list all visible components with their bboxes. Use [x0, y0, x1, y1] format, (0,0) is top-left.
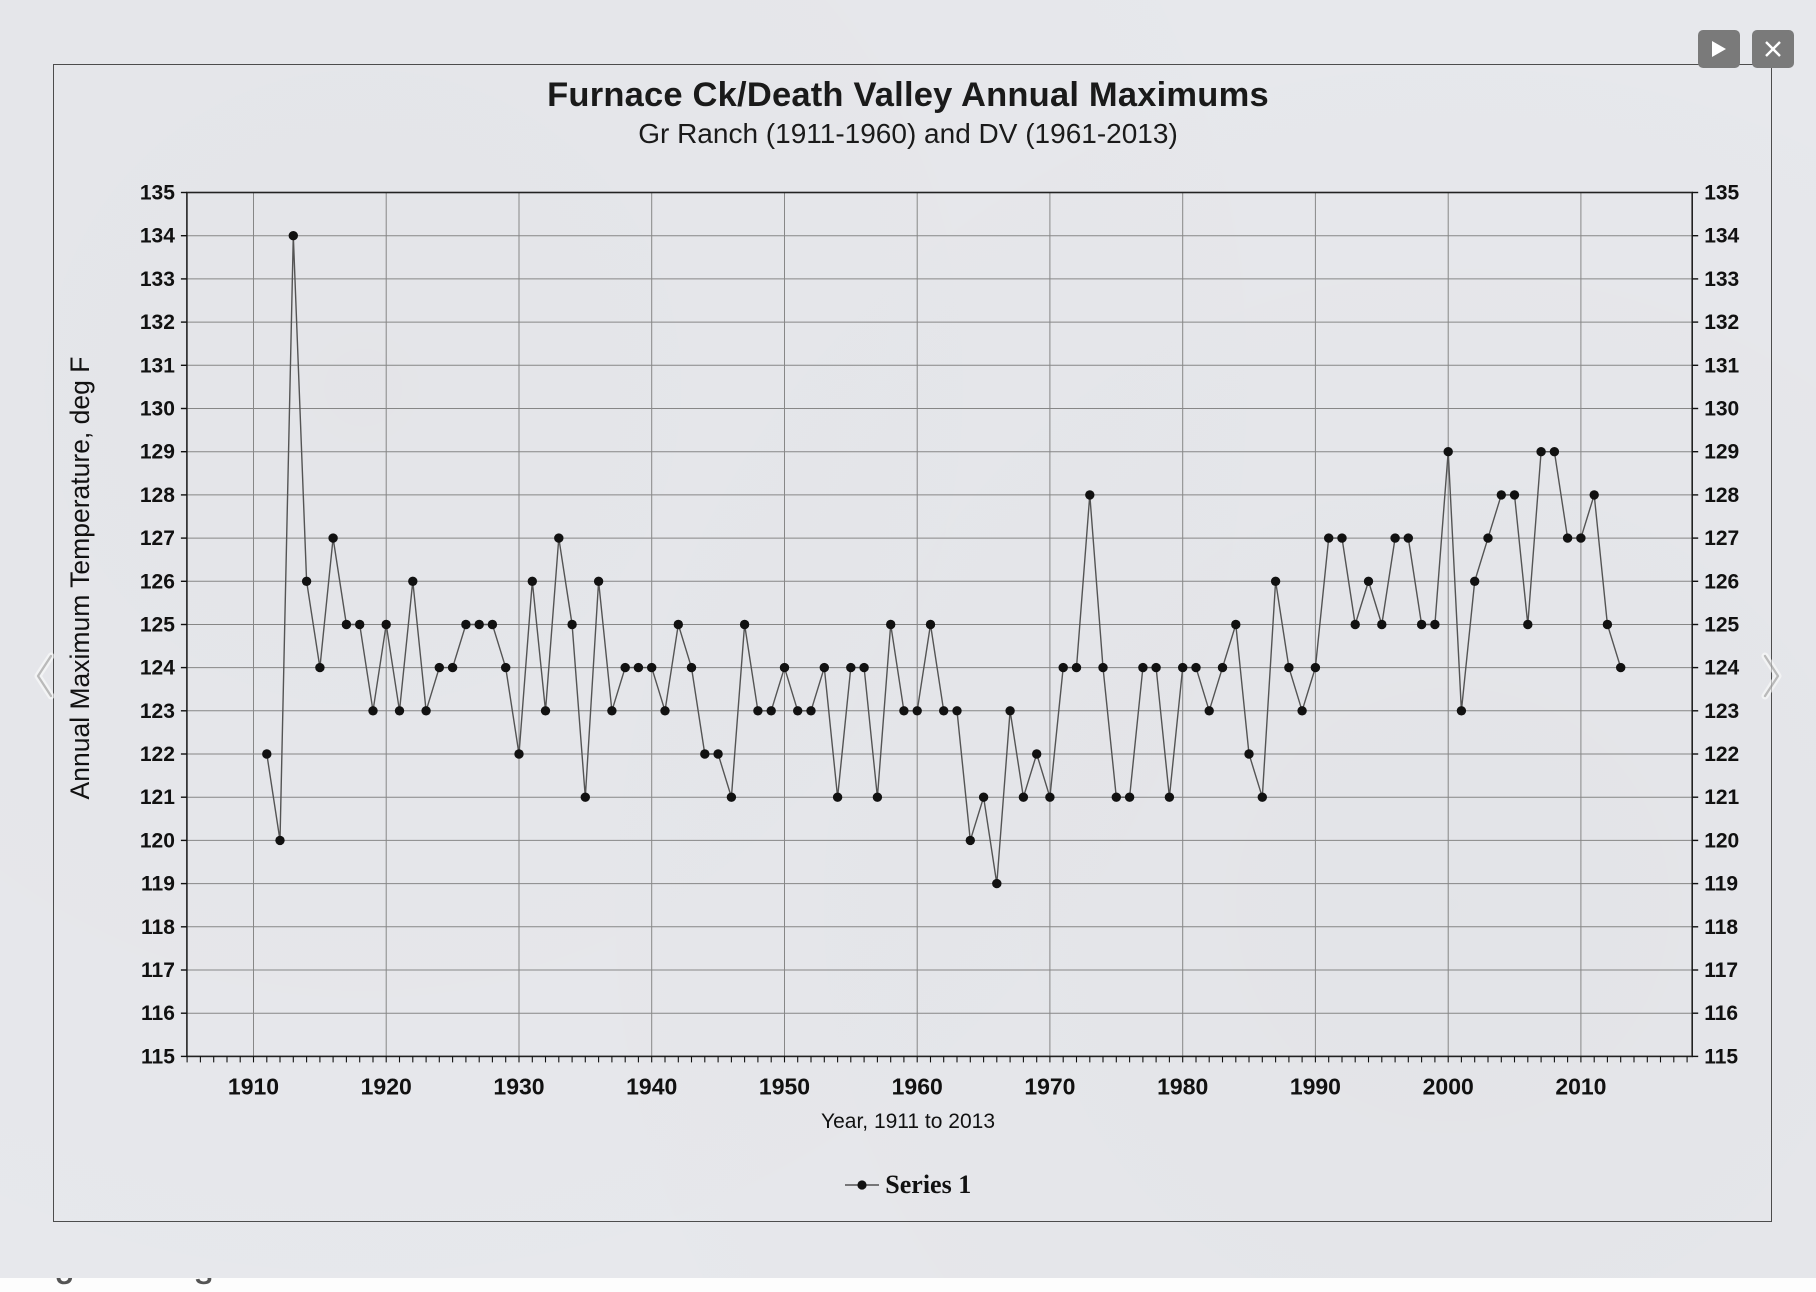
svg-text:116: 116 [141, 1002, 175, 1025]
svg-text:128: 128 [1704, 484, 1739, 507]
svg-text:124: 124 [1704, 657, 1739, 680]
svg-text:1930: 1930 [493, 1073, 544, 1099]
svg-text:115: 115 [141, 1045, 175, 1068]
svg-text:1980: 1980 [1157, 1073, 1208, 1099]
svg-text:119: 119 [1704, 873, 1738, 896]
svg-text:125: 125 [1704, 614, 1739, 637]
svg-text:128: 128 [140, 484, 175, 507]
svg-text:2010: 2010 [1555, 1073, 1606, 1099]
svg-text:1920: 1920 [361, 1073, 412, 1099]
svg-text:1940: 1940 [626, 1073, 677, 1099]
svg-text:134: 134 [140, 225, 175, 248]
svg-text:117: 117 [1704, 959, 1738, 982]
svg-text:122: 122 [1704, 743, 1739, 766]
svg-text:2000: 2000 [1423, 1073, 1474, 1099]
svg-text:116: 116 [1704, 1002, 1738, 1025]
svg-text:1910: 1910 [228, 1073, 279, 1099]
svg-text:131: 131 [1704, 354, 1739, 377]
svg-text:133: 133 [140, 268, 175, 291]
svg-text:135: 135 [1704, 182, 1739, 205]
svg-text:130: 130 [140, 398, 175, 421]
svg-text:117: 117 [141, 959, 175, 982]
svg-text:120: 120 [1704, 829, 1739, 852]
svg-text:131: 131 [140, 354, 175, 377]
svg-text:129: 129 [1704, 441, 1739, 464]
svg-text:1950: 1950 [759, 1073, 810, 1099]
svg-text:130: 130 [1704, 398, 1739, 421]
svg-text:121: 121 [1704, 786, 1739, 809]
svg-text:115: 115 [1704, 1045, 1738, 1068]
svg-text:122: 122 [140, 743, 175, 766]
svg-text:123: 123 [1704, 700, 1739, 723]
svg-text:121: 121 [140, 786, 175, 809]
svg-text:132: 132 [140, 311, 175, 334]
svg-text:123: 123 [140, 700, 175, 723]
svg-text:133: 133 [1704, 268, 1739, 291]
svg-text:132: 132 [1704, 311, 1739, 334]
svg-text:135: 135 [140, 182, 175, 205]
svg-text:127: 127 [140, 527, 175, 550]
svg-text:1960: 1960 [892, 1073, 943, 1099]
svg-text:134: 134 [1704, 225, 1739, 248]
svg-text:118: 118 [1704, 916, 1738, 939]
svg-text:127: 127 [1704, 527, 1739, 550]
svg-text:119: 119 [141, 873, 175, 896]
svg-text:1990: 1990 [1290, 1073, 1341, 1099]
svg-text:129: 129 [140, 441, 175, 464]
svg-text:126: 126 [1704, 570, 1739, 593]
svg-text:1970: 1970 [1024, 1073, 1075, 1099]
svg-text:120: 120 [140, 829, 175, 852]
svg-text:126: 126 [140, 570, 175, 593]
svg-text:124: 124 [140, 657, 175, 680]
svg-text:125: 125 [140, 614, 175, 637]
svg-text:118: 118 [141, 916, 175, 939]
